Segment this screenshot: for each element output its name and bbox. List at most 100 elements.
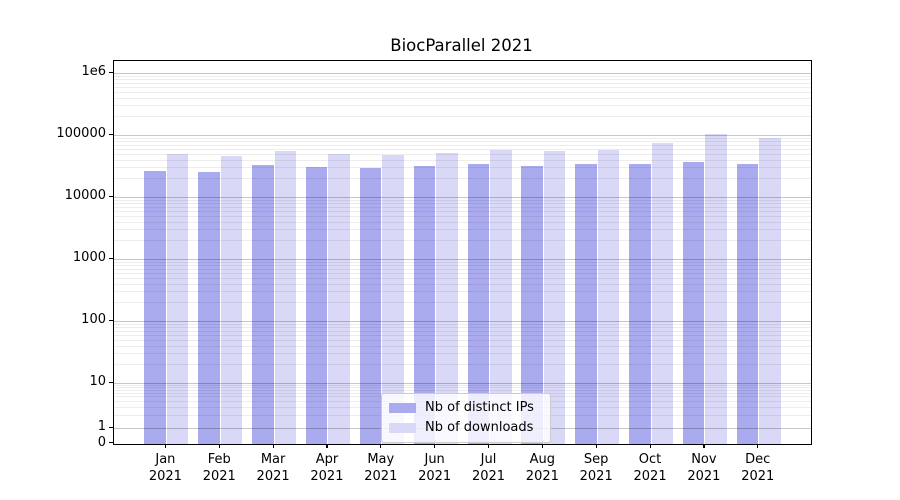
bar-distinct-ips: [736, 163, 759, 444]
x-tick-label: Jun 2021: [418, 452, 452, 484]
gridline-minor: [114, 345, 811, 347]
gridline-minor: [114, 268, 811, 270]
bar-downloads: [490, 150, 512, 444]
bar-distinct-ips: [359, 167, 382, 444]
gridline-minor: [114, 141, 811, 142]
gridline-minor: [114, 277, 811, 279]
gridline-minor: [114, 148, 811, 150]
gridline-minor: [114, 229, 811, 231]
gridline-minor: [114, 327, 811, 328]
gridline-minor: [114, 291, 811, 293]
bar-downloads: [759, 138, 781, 444]
x-tick-label: Sep 2021: [579, 452, 613, 484]
y-tick-mark: [109, 426, 113, 428]
gridline-minor: [114, 159, 811, 161]
x-tick-mark: [541, 444, 544, 448]
gridline-minor: [114, 283, 811, 285]
x-tick-mark: [380, 444, 382, 448]
gridline-minor: [114, 330, 811, 332]
gridline-minor: [114, 116, 811, 118]
y-tick-label: 100: [81, 312, 106, 327]
y-tick-mark: [109, 381, 113, 383]
x-tick-label: Nov 2021: [687, 452, 721, 484]
gridline-minor: [114, 203, 811, 204]
gridline-minor: [114, 97, 811, 99]
x-tick-mark: [595, 444, 597, 448]
gridline-minor: [114, 210, 811, 212]
bar-downloads: [597, 149, 620, 444]
gridline-minor: [114, 206, 811, 208]
gridline-minor: [114, 199, 811, 201]
x-tick-mark: [434, 444, 436, 448]
bar-distinct-ips: [575, 164, 597, 444]
y-tick-mark: [109, 319, 113, 321]
legend-item-downloads: Nb of downloads: [389, 420, 541, 435]
y-tick-mark: [109, 195, 113, 197]
gridline-minor: [114, 323, 811, 325]
bar-downloads: [220, 155, 243, 444]
bar-downloads: [328, 154, 350, 444]
x-tick-label: Jan 2021: [148, 452, 182, 484]
gridline-minor: [114, 389, 811, 391]
y-tick-mark: [109, 133, 113, 135]
gridline-minor: [114, 353, 811, 355]
bar-distinct-ips: [413, 166, 436, 444]
bar-distinct-ips: [305, 167, 328, 444]
gridline-major: [114, 383, 811, 384]
x-tick-mark: [488, 444, 490, 448]
bar-downloads: [382, 155, 404, 444]
bar-distinct-ips: [629, 163, 651, 444]
x-tick-mark: [164, 444, 167, 448]
gridline-major: [114, 135, 811, 136]
bar-distinct-ips: [252, 165, 274, 444]
x-tick-label: Jul 2021: [471, 452, 506, 484]
y-tick-label: 1000: [72, 250, 106, 265]
bar-downloads: [274, 150, 297, 444]
x-tick-label: Aug 2021: [525, 452, 559, 484]
gridline-minor: [114, 261, 811, 263]
gridline-minor: [114, 86, 811, 88]
x-tick-mark: [326, 444, 328, 448]
gridline-minor: [114, 153, 811, 155]
gridline-minor: [114, 384, 811, 386]
gridline-minor: [114, 364, 811, 366]
gridline-minor: [114, 302, 811, 304]
bar-distinct-ips: [198, 171, 220, 444]
gridline-minor: [114, 75, 811, 77]
y-tick-mark: [109, 257, 113, 259]
y-tick-label: 0: [97, 434, 106, 450]
gridline-minor: [114, 105, 811, 107]
gridline-minor: [114, 167, 811, 169]
y-tick-label: 10000: [64, 188, 106, 203]
y-tick-mark: [109, 442, 113, 444]
plot-area: Nb of distinct IPs Nb of downloads: [113, 60, 812, 445]
x-tick-mark: [272, 444, 274, 448]
x-tick-label: Feb 2021: [202, 452, 236, 484]
bar-downloads: [705, 133, 727, 444]
bar-downloads: [436, 152, 458, 444]
x-tick-label: Mar 2021: [256, 452, 290, 484]
gridline-minor: [114, 272, 811, 274]
gridline-minor: [114, 79, 811, 80]
chart-title: BiocParallel 2021: [390, 36, 533, 55]
x-tick-mark: [757, 444, 759, 448]
y-tick-label: 1e6: [81, 64, 106, 79]
x-tick-label: Oct 2021: [633, 452, 667, 484]
legend: Nb of distinct IPs Nb of downloads: [381, 393, 551, 443]
gridline-major: [114, 321, 811, 322]
y-tick-label: 1: [97, 419, 106, 435]
y-tick-label: 10: [89, 374, 106, 389]
x-tick-label: Apr 2021: [310, 452, 344, 484]
legend-item-distinct-ips: Nb of distinct IPs: [389, 400, 541, 415]
gridline-minor: [114, 334, 811, 336]
gridline-minor: [114, 82, 811, 84]
bar-distinct-ips: [144, 171, 166, 444]
bar-downloads: [166, 154, 189, 444]
bar-distinct-ips: [467, 164, 489, 444]
bar-distinct-ips: [521, 166, 543, 444]
gridline-minor: [114, 221, 811, 223]
gridline-minor: [114, 137, 811, 139]
legend-label-distinct-ips: Nb of distinct IPs: [425, 400, 534, 415]
gridline-minor: [114, 265, 811, 266]
legend-swatch-downloads: [389, 422, 416, 433]
